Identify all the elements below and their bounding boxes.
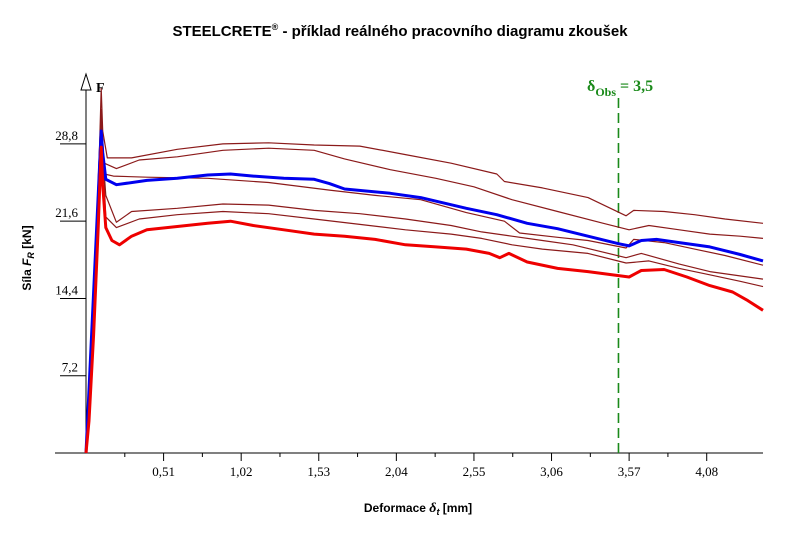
x-tick-label: 4,08 [695,464,718,479]
x-tick-label: 2,04 [385,464,408,479]
x-axis-title-suffix: [mm] [439,501,472,515]
x-tick-label: 0,51 [152,464,175,479]
y-tick-label: 28,8 [55,128,78,143]
series-line-6 [84,129,764,454]
x-tick-label: 1,53 [307,464,330,479]
obs-subscript: Obs [595,85,616,99]
y-axis-title-prefix: Síla [20,266,34,291]
x-axis-title-symbol: δ [429,501,436,516]
y-axis-arrow [80,72,92,91]
y-tick-label: 21,6 [55,205,78,220]
force-axis-label: F [96,81,105,96]
series-line-4 [85,130,764,454]
y-axis-title-sub: R [26,252,36,259]
x-tick-label: 2,55 [463,464,486,479]
chart-title-rest: - příklad reálného pracovního diagramu z… [278,23,628,40]
series-line-3 [85,109,764,454]
obs-label: δObs = 3,5 [587,78,653,99]
obs-value: = 3,5 [616,78,653,95]
x-axis-title: Deformace δt [mm] [364,501,472,517]
series-line-7 [84,145,764,454]
y-axis-title-suffix: [kN] [20,225,34,252]
series-line-2 [85,125,764,454]
chart-title-registered: ® [272,22,279,32]
obs-symbol: δ [587,78,595,95]
x-tick-label: 3,06 [540,464,563,479]
y-tick-label: 14,4 [55,282,78,297]
x-axis-title-prefix: Deformace [364,501,429,515]
y-axis-title-symbol: F [20,258,34,266]
x-tick-label: 1,02 [230,464,253,479]
y-tick-label: 7,2 [62,360,78,375]
chart-title-main: STEELCRETE [172,23,271,40]
series-line-5 [85,119,764,454]
chart-title: STEELCRETE® - příklad reálného pracovníh… [172,22,628,40]
x-axis-title-sub: t [436,507,440,517]
plot-area: 0,51 1,02 1,53 2,04 2,55 3,06 3,57 4,08 7,2 14,4 2… [55,72,764,479]
y-axis-title: Síla FR [kN] [20,225,36,290]
x-tick-label: 3,57 [618,464,641,479]
